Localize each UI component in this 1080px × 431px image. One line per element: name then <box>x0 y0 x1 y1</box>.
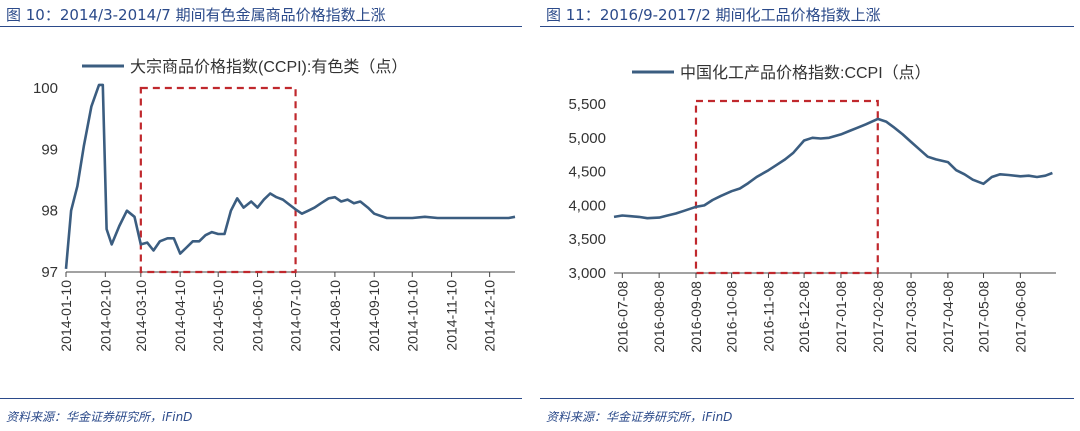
left-figure: 图 10：2014/3-2014/7 期间有色金属商品价格指数上涨 97 98 99… <box>0 0 528 431</box>
y-tick-label: 97 <box>41 264 58 281</box>
x-tick-label: 2014-05-10 <box>210 280 226 352</box>
chart-right: 3,000 3,500 4,000 4,500 5,000 5,500 2016-07-08… <box>568 64 1056 353</box>
source-note: 资料来源：华金证券研究所，iFinD <box>6 410 193 424</box>
x-tick-label: 2017-03-08 <box>903 281 919 353</box>
x-tick-label: 2014-09-10 <box>366 280 382 352</box>
figure-title: 图 11：2016/9-2017/2 期间化工品价格指数上涨 <box>546 6 881 24</box>
title-divider <box>0 26 522 27</box>
series-line <box>613 117 1053 220</box>
y-tick-label: 3,500 <box>568 231 606 248</box>
x-tick-label: 2017-05-08 <box>976 281 992 353</box>
title-divider <box>540 26 1074 27</box>
highlight-box <box>694 99 879 275</box>
x-tick-label: 2016-11-08 <box>760 281 776 352</box>
y-tick-label: 3,000 <box>568 265 606 282</box>
x-tick-label: 2014-08-10 <box>327 280 343 352</box>
x-tick-label: 2014-02-10 <box>97 280 113 352</box>
y-tick-label: 4,500 <box>568 164 606 181</box>
x-tick-label: 2014-07-10 <box>288 280 304 352</box>
figure-title: 图 10：2014/3-2014/7 期间有色金属商品价格指数上涨 <box>6 6 386 24</box>
x-tick-label: 2016-12-08 <box>796 281 812 353</box>
x-tick-label: 2017-01-08 <box>833 281 849 353</box>
series-line <box>64 83 516 270</box>
x-tick-label: 2017-02-08 <box>870 281 886 353</box>
y-tick-label: 5,000 <box>568 130 606 147</box>
x-tick-label: 2017-04-08 <box>940 281 956 353</box>
chart-left: 97 98 99 100 2014-01-10 2014-02-10 2014-03-10 2… <box>33 58 516 352</box>
source-divider <box>540 398 1074 399</box>
x-tick-label: 2014-01-10 <box>58 280 74 352</box>
x-tick-label: 2014-12-10 <box>482 280 498 352</box>
highlight-box <box>139 86 297 274</box>
x-tick-label: 2014-03-10 <box>133 280 149 352</box>
y-tick-label: 99 <box>41 141 58 158</box>
y-tick-label: 100 <box>33 80 58 97</box>
legend-label: 大宗商品价格指数(CCPI):有色类（点） <box>130 58 407 76</box>
x-tick-label: 2016-09-08 <box>688 281 704 353</box>
source-note: 资料来源：华金证券研究所，iFinD <box>546 410 733 424</box>
x-tick-label: 2017-06-08 <box>1012 281 1028 353</box>
x-tick-label: 2016-07-08 <box>614 281 630 353</box>
x-tick-label: 2016-08-08 <box>651 281 667 353</box>
y-tick-label: 98 <box>41 203 58 220</box>
x-tick-label: 2014-10-10 <box>404 280 420 352</box>
y-tick-label: 4,000 <box>568 197 606 214</box>
legend-label: 中国化工产品价格指数:CCPI（点） <box>680 64 931 82</box>
source-divider <box>0 398 522 399</box>
x-tick-label: 2014-04-10 <box>172 280 188 352</box>
x-tick-label: 2014-11-10 <box>444 280 460 351</box>
y-tick-label: 5,500 <box>568 96 606 113</box>
x-tick-label: 2016-10-08 <box>724 281 740 353</box>
right-figure: 图 11：2016/9-2017/2 期间化工品价格指数上涨 3,000 3,50… <box>540 0 1080 431</box>
x-tick-label: 2014-06-10 <box>250 280 266 352</box>
